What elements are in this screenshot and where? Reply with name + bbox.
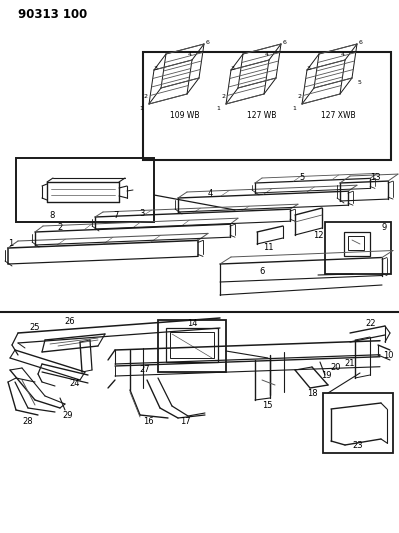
Bar [344, 232, 370, 256]
Text: 15: 15 [262, 401, 272, 410]
Bar [170, 332, 214, 358]
Text: 12: 12 [313, 230, 323, 239]
Text: 2: 2 [144, 93, 148, 99]
Text: 25: 25 [30, 322, 40, 332]
Text: 109 WB: 109 WB [170, 111, 200, 120]
Text: 24: 24 [70, 379, 80, 389]
Text: 1: 1 [8, 239, 13, 248]
Text: 4: 4 [341, 52, 345, 56]
Text: 14: 14 [187, 319, 197, 328]
Text: 18: 18 [307, 390, 317, 399]
Text: 23: 23 [353, 440, 363, 449]
Text: 7: 7 [113, 212, 119, 221]
Text: 6: 6 [283, 39, 287, 44]
Text: 9: 9 [382, 223, 387, 232]
Text: 11: 11 [263, 243, 273, 252]
Bar [323, 393, 393, 453]
Text: 19: 19 [321, 372, 331, 381]
Text: 3: 3 [154, 66, 158, 70]
Text: 4: 4 [188, 52, 192, 56]
Text: 29: 29 [63, 411, 73, 421]
Bar [158, 320, 226, 372]
Text: 1: 1 [292, 106, 296, 110]
Text: 6: 6 [259, 268, 265, 277]
Text: 21: 21 [345, 359, 355, 367]
Text: 6: 6 [359, 39, 363, 44]
Text: 3: 3 [231, 66, 235, 70]
Text: 5: 5 [299, 173, 304, 182]
Bar [166, 328, 218, 362]
Text: 3: 3 [139, 208, 145, 217]
Text: 13: 13 [370, 174, 380, 182]
Text: 2: 2 [57, 223, 63, 232]
Text: 10: 10 [383, 351, 393, 360]
Text: 8: 8 [49, 212, 55, 221]
Text: 1: 1 [139, 106, 143, 110]
Text: 5: 5 [358, 79, 362, 85]
Text: 127 WB: 127 WB [247, 111, 277, 120]
Text: 20: 20 [331, 364, 341, 373]
Text: 4: 4 [207, 189, 213, 198]
Text: 2: 2 [297, 93, 301, 99]
Text: 6: 6 [206, 39, 210, 44]
Text: 26: 26 [65, 318, 75, 327]
Text: 17: 17 [180, 417, 190, 426]
Text: 27: 27 [140, 366, 150, 375]
Bar [325, 222, 391, 274]
Text: 4: 4 [265, 52, 269, 56]
Bar [143, 52, 391, 160]
Text: 127 XWB: 127 XWB [321, 111, 356, 120]
Text: 3: 3 [307, 66, 311, 70]
Bar [348, 236, 364, 250]
Text: 2: 2 [221, 93, 225, 99]
Bar [16, 158, 154, 222]
Text: 16: 16 [143, 417, 153, 426]
Text: 28: 28 [23, 417, 33, 426]
Text: 1: 1 [216, 106, 220, 110]
Text: 90313 100: 90313 100 [18, 7, 87, 20]
Text: 22: 22 [366, 319, 376, 327]
